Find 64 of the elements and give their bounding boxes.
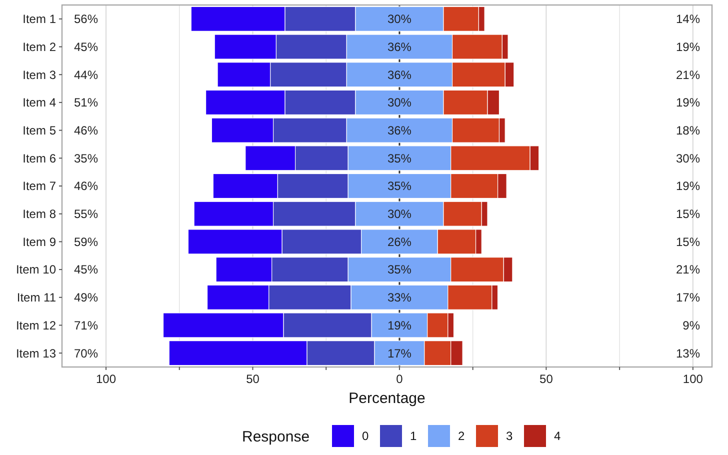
annotation: 18% [676,124,700,138]
data-label: 36% [387,40,412,54]
annotation: 45% [74,40,98,54]
data-label: 35% [387,179,412,194]
legend-label: 2 [458,429,465,444]
data-label: 19% [387,318,412,332]
annotation: 49% [74,290,98,305]
x-tick-label: 100 [96,372,116,386]
annotation: 19% [676,96,700,110]
y-tick-label: Item 10 [16,262,56,277]
y-tick-label: Item 9 [22,234,56,249]
annotation: 55% [74,207,98,222]
data-label: 36% [387,68,412,82]
x-axis-title: Percentage [348,390,426,407]
annotation: 14% [676,12,700,26]
annotation: 21% [676,262,700,277]
y-tick-label: Item 4 [22,96,56,110]
x-tick-label: 50 [540,372,554,386]
y-tick-label: Item 1 [22,12,56,26]
legend-label: 0 [362,429,369,444]
y-tick-label: Item 8 [22,207,56,222]
annotation: 15% [676,234,700,249]
y-tick-label: Item 13 [16,346,56,360]
annotation: 46% [74,124,98,138]
annotation: 13% [676,346,700,360]
data-label: 30% [387,96,412,110]
annotation: 56% [74,12,98,26]
legend-label: 3 [506,429,513,444]
data-label: 33% [387,290,412,305]
annotation: 15% [676,207,700,222]
annotation: 19% [676,179,700,194]
y-tick-label: Item 11 [16,290,56,305]
annotation: 71% [74,318,98,332]
annotation: 9% [682,318,700,332]
annotation: 30% [676,151,700,166]
annotation: 70% [74,346,98,360]
y-tick-label: Item 3 [22,68,56,82]
annotation: 17% [676,290,700,305]
x-tick-label: 0 [396,372,404,386]
annotation: 21% [676,68,700,82]
y-tick-label: Item 2 [22,40,56,54]
data-label: 35% [387,151,412,166]
annotation: 51% [74,96,98,110]
x-tick-label: 50 [246,372,260,386]
x-tick-label: 100 [682,372,704,386]
data-label: 26% [387,234,412,249]
legend-label: 1 [410,429,417,444]
data-label: 30% [387,207,412,222]
data-label: 17% [387,346,412,360]
legend-title: Response [242,428,310,446]
annotation: 35% [74,151,98,166]
y-tick-label: Item 7 [22,179,56,194]
annotation: 19% [676,40,700,54]
data-label: 35% [387,262,412,277]
data-label: 36% [387,124,412,138]
y-tick-label: Item 6 [22,151,56,166]
data-label: 30% [387,12,412,26]
annotation: 59% [74,234,98,249]
y-tick-label: Item 12 [16,318,56,332]
annotation: 46% [74,179,98,194]
annotation: 45% [74,262,98,277]
legend-label: 4 [554,429,561,444]
y-tick-label: Item 5 [22,124,56,138]
annotation: 44% [74,68,98,82]
